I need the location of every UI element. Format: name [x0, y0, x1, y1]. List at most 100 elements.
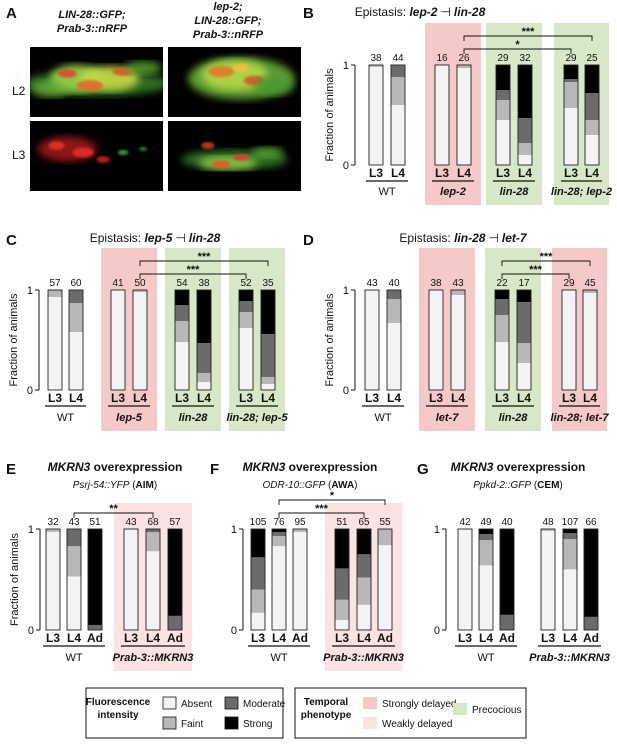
panel-f-title: MKRN3 overexpression	[243, 460, 378, 474]
micrograph-lep2-l3-spot-3	[233, 153, 250, 161]
panel-g-bar-outline-4	[562, 528, 578, 631]
panel-b-bar-3-absent	[457, 68, 471, 165]
panel-g-bar-4-moderate	[563, 533, 577, 540]
panel-d-n-label-4: 22	[496, 278, 508, 289]
panel-letter-a: A	[6, 5, 17, 22]
panel-c-bar-5-moderate	[197, 343, 211, 373]
panel-c-bar-outline-4	[174, 289, 190, 391]
panel-b-x-tick-label-2: L3	[435, 166, 449, 180]
panel-e-subtitle: Psrj-54::YFP (AIM)	[73, 480, 157, 491]
panel-f-n-label-0: 105	[250, 517, 267, 528]
panel-d-y-axis-label: Fraction of animals	[324, 293, 336, 386]
panel-b-y-tick-label-1: 1	[343, 60, 349, 72]
panel-b-n-label-3: 26	[458, 53, 470, 64]
panel-d-title-gene2: let-7	[502, 231, 528, 245]
panel-g-bar-4-faint	[563, 539, 577, 570]
panel-f-bar-1-moderate	[272, 532, 286, 537]
panel-f-n-label-2: 95	[294, 517, 306, 528]
panel-g-bar-outline-5	[583, 528, 599, 631]
panel-g-subtitle-close: )	[559, 480, 562, 491]
panel-letter-b: B	[303, 5, 314, 22]
panel-c-x-tick-label-5: L4	[197, 391, 211, 405]
panel-g-n-label-1: 49	[480, 517, 492, 528]
panel-f-subtitle-neuron: AWA	[331, 480, 354, 491]
panel-f-bar-0-faint	[251, 589, 265, 613]
panel-d-bar-3-faint	[451, 290, 465, 295]
panel-b-bar-outline-2	[434, 64, 450, 166]
panel-c-bar-7-faint	[261, 377, 275, 384]
panel-g-bar-outline-1	[478, 528, 494, 631]
micrograph-lep2-l3-spot-4	[251, 146, 284, 159]
panel-b-bar-5-absent	[518, 155, 532, 165]
panel-f-significance-label-0: *	[330, 490, 335, 502]
panel-b-bar-5-faint	[518, 143, 532, 155]
panel-d-title-prefix: Epistasis:	[399, 231, 454, 245]
panel-d-title: Epistasis: lin-28 ⊣ let-7	[399, 231, 527, 245]
panel-b-x-tick-label-0: L3	[369, 166, 383, 180]
panel-d-bar-5-strong	[517, 290, 531, 302]
panel-d-bar-1-moderate	[387, 290, 401, 299]
panel-e-bar-5-strong	[168, 529, 182, 616]
legend-swatch-strong	[224, 716, 239, 730]
panel-b-group-label-2: lin-28	[500, 186, 530, 198]
panel-d-x-tick-label-3: L4	[451, 391, 465, 405]
panel-letter-e: E	[6, 461, 16, 478]
panel-e-y-tick-label-0: 0	[28, 625, 34, 637]
micrograph-wt-l2-spot-7	[31, 80, 69, 98]
panel-c-x-tick-label-2: L3	[111, 391, 125, 405]
panel-f-x-tick-label-0: L3	[251, 631, 265, 645]
panel-c-n-label-2: 41	[112, 278, 124, 289]
panel-b-group-label-1: lep-2	[440, 186, 466, 198]
panel-g-bar-5-moderate	[584, 616, 598, 630]
panel-c-title-gene1: lep-5	[144, 231, 172, 245]
panel-d-bar-1-faint	[387, 299, 401, 323]
panel-f-bar-0-moderate	[251, 557, 265, 590]
panel-b-bar-1-moderate	[391, 65, 405, 77]
panel-d-n-label-6: 29	[563, 278, 575, 289]
panel-f-bar-4-moderate	[357, 554, 371, 578]
panel-d-bar-6-absent	[562, 290, 576, 390]
panel-b-n-label-5: 32	[519, 53, 531, 64]
panel-c-group-shade-3	[229, 248, 285, 431]
panel-d-bar-0-absent	[365, 290, 379, 390]
panel-g-bar-1-moderate	[479, 534, 493, 541]
panel-f-bar-1-absent	[272, 546, 286, 630]
panel-c-x-tick-label-3: L4	[133, 391, 147, 405]
panel-b-n-label-6: 29	[565, 53, 577, 64]
panel-f-bar-2-faint	[293, 529, 307, 533]
panel-c-bar-4-faint	[175, 321, 189, 342]
panel-c-bar-outline-1	[68, 289, 84, 391]
panel-e-bar-0-faint	[46, 529, 60, 533]
micrograph-lep2-l3-spot-2	[211, 160, 231, 169]
panel-d-bar-outline-0	[364, 289, 380, 391]
panel-d-group-label-1: let-7	[436, 412, 460, 424]
panel-c-bar-4-moderate	[175, 305, 189, 321]
panel-d-bar-outline-4	[494, 289, 510, 391]
panel-e-y-axis-label: Fraction of animals	[9, 533, 21, 626]
panel-e-n-label-2: 51	[89, 517, 101, 528]
panel-f-bar-3-faint	[335, 599, 349, 620]
panel-b-n-label-4: 29	[497, 53, 509, 64]
panel-e-bar-2-strong	[88, 529, 102, 625]
panel-g-group-label-1: Prab-3::MKRN3	[529, 652, 610, 664]
panel-c-n-label-3: 50	[134, 278, 146, 289]
panel-g-bar-1-faint	[479, 540, 493, 566]
panel-b-x-tick-label-6: L3	[564, 166, 578, 180]
panel-d-bar-7-absent	[583, 293, 597, 390]
legend-swatch-faint	[162, 716, 177, 730]
panel-b-n-label-2: 16	[436, 53, 448, 64]
panel-b-bar-1-absent	[391, 105, 405, 165]
panel-d-title-gene1: lin-28	[454, 231, 486, 245]
panel-d-bar-4-faint	[495, 315, 509, 342]
panel-d-group-shade-2	[485, 248, 541, 431]
panel-d-x-tick-label-1: L4	[387, 391, 401, 405]
panel-e-bar-4-faint	[146, 532, 160, 552]
panel-b-n-label-0: 38	[370, 53, 382, 64]
panel-g-bar-1-strong	[479, 529, 493, 535]
panel-c-bar-6-strong	[239, 290, 253, 301]
panel-g-subtitle-reporter: Ppkd-2::GFP	[473, 480, 531, 491]
panel-g-y-tick-label-0: 0	[434, 625, 440, 637]
legend-fluorescence-title: Fluorescence	[86, 697, 151, 708]
panel-d-bar-5-faint	[517, 343, 531, 363]
